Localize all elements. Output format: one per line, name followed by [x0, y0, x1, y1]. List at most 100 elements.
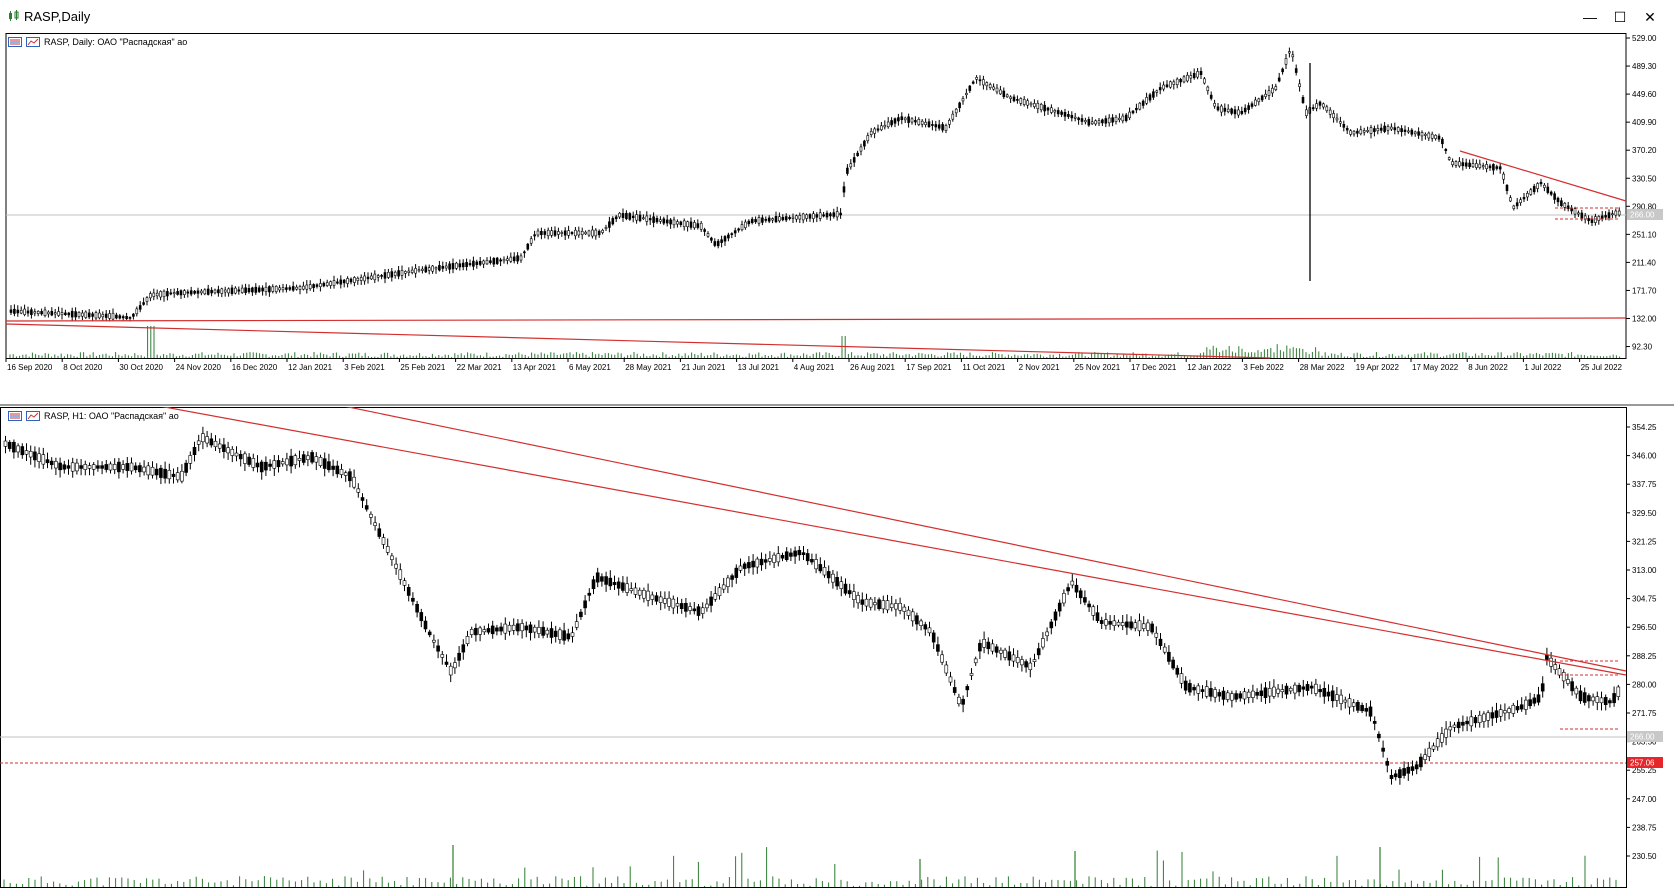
indicator-list-icon[interactable] — [8, 37, 22, 47]
candle-body — [146, 465, 151, 476]
candle-body — [616, 581, 621, 589]
current-price-label: 266.00 — [1630, 733, 1655, 742]
candle-body — [1413, 131, 1417, 135]
candle-body — [47, 311, 50, 315]
candle-body — [1155, 90, 1159, 93]
candle-body — [385, 546, 390, 553]
h1-price-chart[interactable]: 354.25 346.00 337.75 329.50 321.25 313.00 304.… — [0, 407, 1674, 889]
candle-body — [331, 465, 335, 470]
current-price-badge — [1627, 731, 1663, 742]
candle-body — [1381, 747, 1385, 752]
candle-body — [1145, 97, 1148, 104]
candle-body — [1403, 129, 1407, 132]
candle-body — [1385, 761, 1390, 766]
candle-body — [927, 121, 931, 128]
candle-body — [1053, 109, 1057, 113]
daily-price-chart[interactable]: 529.00 489.30 449.60 409.90 370.20 330.50 290.… — [0, 33, 1674, 404]
close-button[interactable]: ✕ — [1630, 6, 1670, 28]
candle-body — [457, 652, 461, 661]
object-list-icon[interactable] — [26, 37, 40, 47]
candle-body — [1607, 212, 1611, 219]
candle-body — [973, 658, 978, 664]
price-tick-label: 346.00 — [1632, 452, 1657, 461]
candle-body — [523, 251, 526, 254]
candle-body — [1406, 766, 1411, 774]
candle-body — [64, 312, 67, 316]
candle-body — [121, 316, 125, 319]
object-list-icon[interactable] — [26, 411, 40, 421]
candle-body — [738, 565, 743, 571]
candle-body — [255, 462, 260, 468]
trendline — [1459, 150, 1627, 202]
candle-body — [826, 571, 831, 579]
candle-body — [646, 590, 650, 601]
candle-body — [1129, 621, 1133, 629]
candle-body — [1566, 205, 1570, 210]
date-tick-label: 16 Sep 2020 — [7, 363, 53, 372]
candle-body — [1515, 202, 1519, 207]
candle-body — [1481, 165, 1485, 168]
daily-chart-panel[interactable]: RASP, Daily: ОАО "Распадская" ао 529.00 4… — [0, 33, 1674, 406]
candle-body — [23, 308, 26, 315]
candle-body — [415, 603, 419, 613]
candle-body — [591, 579, 596, 590]
candle-body — [369, 513, 373, 518]
candle-body — [580, 230, 584, 236]
candle-body — [1225, 692, 1230, 700]
candle-body — [1305, 684, 1310, 691]
price-tick-label: 92.30 — [1632, 343, 1653, 352]
candle-body — [1560, 200, 1563, 207]
candle-body — [509, 256, 513, 262]
candle-body — [226, 447, 230, 454]
candle-body — [1150, 623, 1154, 633]
minimize-button[interactable]: — — [1570, 6, 1610, 28]
candle-body — [952, 687, 957, 693]
candle-body — [417, 269, 421, 272]
candle-body — [1107, 117, 1111, 124]
candle-body — [159, 467, 163, 478]
candle-body — [1022, 99, 1026, 105]
candle-body — [1172, 81, 1176, 85]
indicator-list-icon[interactable] — [8, 411, 22, 421]
candle-body — [1294, 68, 1298, 73]
candle-body — [1251, 690, 1255, 698]
current-price-badge — [1627, 209, 1663, 220]
candle-body — [154, 468, 159, 476]
candle-body — [1138, 102, 1142, 110]
candle-body — [184, 462, 188, 473]
maximize-button[interactable]: ☐ — [1600, 6, 1640, 28]
candle-body — [1057, 602, 1062, 612]
candle-body — [832, 212, 836, 217]
candle-body — [1024, 661, 1028, 668]
candle-body — [175, 472, 180, 481]
h1-chart-panel[interactable]: RASP, H1: ОАО "Распадская" ао 354.25 346.… — [0, 407, 1674, 889]
candle-body — [595, 572, 600, 583]
candle-body — [577, 230, 581, 236]
candle-body — [625, 583, 629, 593]
candle-body — [764, 218, 768, 221]
candle-body — [948, 120, 951, 125]
candle-body — [346, 278, 349, 284]
candle-body — [455, 262, 458, 269]
candle-body — [376, 275, 380, 278]
date-tick-label: 25 Jul 2022 — [1581, 363, 1623, 372]
candle-body — [285, 287, 288, 290]
candle-body — [489, 260, 492, 263]
candle-body — [383, 272, 387, 279]
candle-body — [1561, 672, 1566, 682]
candle-body — [961, 98, 965, 102]
candle-body — [87, 312, 91, 318]
candle-body — [1352, 130, 1356, 135]
candle-body — [1377, 733, 1381, 739]
candle-body — [1519, 704, 1524, 710]
candle-body — [400, 270, 404, 276]
candle-body — [507, 624, 512, 632]
candle-body — [84, 311, 88, 318]
candle-body — [1196, 71, 1199, 78]
candle-body — [410, 269, 414, 273]
candle-body — [563, 230, 567, 236]
candle-body — [1112, 620, 1117, 627]
candle-body — [1471, 163, 1475, 168]
candle-body — [74, 311, 77, 318]
candle-body — [1553, 664, 1558, 670]
